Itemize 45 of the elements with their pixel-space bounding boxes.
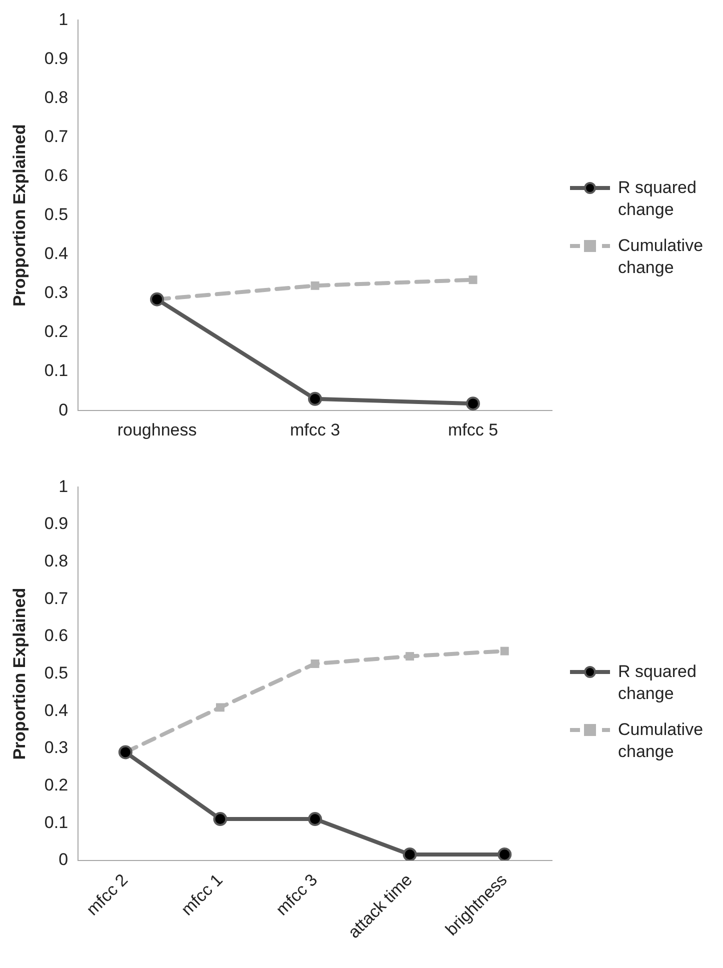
y-tick-label: 0.3 <box>44 283 68 302</box>
x-tick-label: mfcc 3 <box>290 420 340 440</box>
y-tick-label: 0.3 <box>44 738 68 758</box>
x-tick-label: roughness <box>117 420 197 440</box>
y-tick-label: 0.7 <box>44 588 68 608</box>
point <box>468 276 478 284</box>
legend-label: R squared change <box>618 661 698 705</box>
point <box>308 812 322 826</box>
y-tick-label: 0 <box>58 850 68 870</box>
point <box>402 847 417 860</box>
y-tick-label: 0.8 <box>44 88 68 107</box>
point <box>150 292 164 306</box>
point <box>406 652 414 661</box>
x-tick-label: mfcc 5 <box>448 420 498 440</box>
point <box>118 745 132 760</box>
legend-label: Cumulative change <box>618 234 704 278</box>
y-tick-label: 0.7 <box>44 127 68 146</box>
y-axis-title: Proportion Explained <box>10 588 29 760</box>
legend-label: R squared change <box>618 176 698 220</box>
y-tick-label: 0.5 <box>44 205 68 224</box>
y-tick-label: 0.1 <box>44 361 68 380</box>
y-tick-label: 0.8 <box>44 552 68 571</box>
y-tick-label: 0.6 <box>44 166 68 186</box>
y-tick-label: 0 <box>58 400 68 420</box>
point <box>466 396 480 411</box>
y-tick-label: 1 <box>58 10 68 29</box>
point <box>213 812 228 826</box>
point <box>216 703 224 712</box>
y-tick-label: 0.9 <box>44 48 68 68</box>
y-tick-label: 0.4 <box>44 244 68 264</box>
y-tick-label: 0.9 <box>44 514 68 534</box>
point <box>308 392 322 406</box>
y-tick-label: 1 <box>58 476 68 496</box>
y-tick-label: 0.4 <box>44 700 68 720</box>
legend-label: Cumulative change <box>618 719 704 763</box>
point <box>498 847 512 860</box>
point <box>500 646 509 656</box>
y-tick-label: 0.2 <box>44 322 68 342</box>
y-axis-title: Propportion Explained <box>10 124 29 307</box>
y-tick-label: 0.2 <box>44 775 68 794</box>
y-tick-label: 0.1 <box>44 812 68 832</box>
y-tick-label: 0.5 <box>44 664 68 683</box>
point <box>310 281 320 290</box>
point <box>310 660 320 668</box>
y-tick-label: 0.6 <box>44 626 68 646</box>
